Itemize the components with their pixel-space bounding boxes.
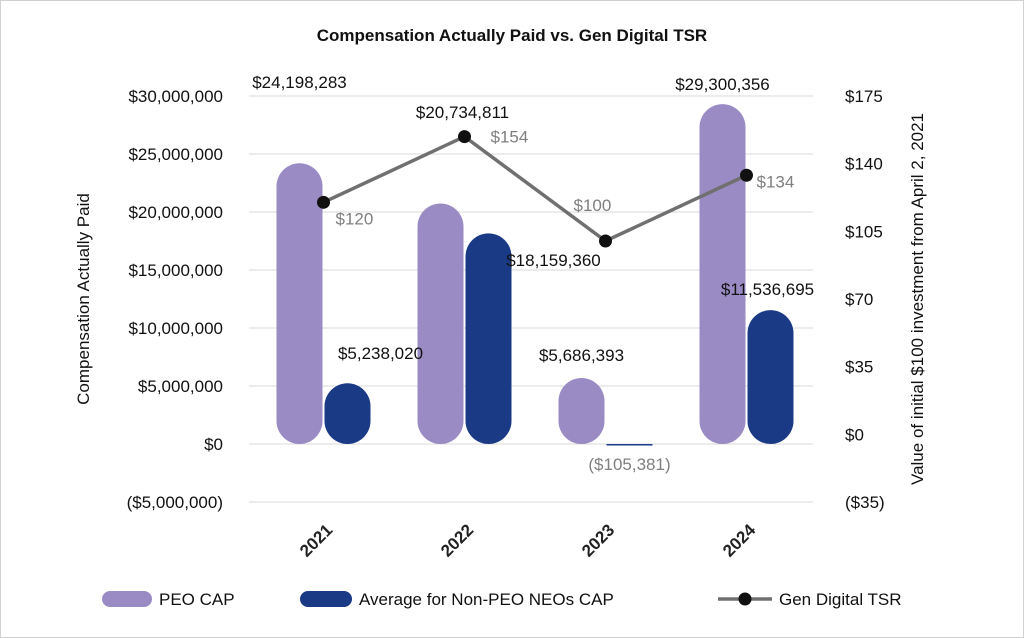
x-tick-label: 2022: [437, 520, 477, 560]
legend-label-peo-cap: PEO CAP: [159, 590, 235, 609]
y-tick-label-right: $35: [845, 358, 873, 377]
bar-peo-cap: [276, 163, 323, 444]
legend-label-non-peo-cap: Average for Non-PEO NEOs CAP: [359, 590, 614, 609]
bar-peo-cap: [699, 104, 746, 444]
y-tick-label-left: $5,000,000: [138, 377, 223, 396]
data-label-tsr: $134: [757, 172, 795, 191]
data-label-non-peo-cap: $5,238,020: [338, 344, 423, 363]
legend-label-tsr: Gen Digital TSR: [779, 590, 902, 609]
legend-swatch-peo-cap: [102, 591, 152, 607]
data-label-peo-cap: $5,686,393: [539, 346, 624, 365]
x-tick-label: 2023: [578, 520, 618, 560]
y-tick-label-left: ($5,000,000): [127, 493, 223, 512]
data-labels: $24,198,283 $20,734,811 $5,686,393 $29,300,…: [252, 73, 814, 474]
data-label-tsr: $154: [491, 128, 529, 147]
y-tick-label-right: $140: [845, 155, 883, 174]
data-label-peo-cap: $24,198,283: [252, 73, 347, 92]
bars: [276, 104, 794, 446]
y-tick-label-left: $0: [204, 435, 223, 454]
bar-peo-cap: [417, 203, 464, 444]
tsr-marker: [599, 234, 612, 248]
right-axis-label: Value of initial $100 investment from Ap…: [908, 113, 927, 485]
data-label-non-peo-cap: $11,536,695: [721, 280, 814, 299]
data-label-non-peo-cap: $18,159,360: [506, 251, 601, 270]
legend-swatch-non-peo-cap: [300, 591, 352, 607]
x-tick-label: 2024: [719, 520, 760, 561]
y-tick-label-left: $20,000,000: [128, 203, 223, 222]
data-label-peo-cap: $29,300,356: [675, 75, 770, 94]
bar-non-peo-cap: [465, 233, 512, 444]
y-tick-label-left: $25,000,000: [128, 145, 223, 164]
x-axis-ticks: 2021 2022 2023 2024: [296, 520, 760, 561]
x-tick-label: 2021: [296, 520, 336, 560]
data-label-peo-cap: $20,734,811: [416, 103, 509, 122]
bar-peo-cap: [558, 378, 605, 444]
tsr-marker: [317, 195, 330, 209]
y-tick-label-left: $15,000,000: [128, 261, 223, 280]
y-tick-label-left: $10,000,000: [128, 319, 223, 338]
bar-non-peo-cap: [324, 383, 371, 444]
y-tick-label-left: $30,000,000: [128, 87, 223, 106]
left-axis-label: Compensation Actually Paid: [74, 193, 93, 405]
data-label-tsr: $100: [574, 196, 612, 215]
legend-swatch-tsr-marker: [738, 592, 752, 606]
y-tick-label-right: ($35): [845, 493, 885, 512]
y-tick-label-right: $70: [845, 290, 873, 309]
tsr-line: [317, 130, 753, 248]
legend: PEO CAP Average for Non-PEO NEOs CAP Gen D…: [102, 590, 902, 609]
data-label-non-peo-cap: ($105,381): [588, 455, 670, 474]
bar-non-peo-cap: [606, 444, 653, 446]
y-tick-label-right: $105: [845, 222, 883, 241]
left-axis-ticks: $30,000,000 $25,000,000 $20,000,000 $15,000…: [127, 87, 223, 512]
right-axis-ticks: $175 $140 $105 $70 $35 $0 ($35): [845, 87, 885, 512]
tsr-line-path: [322, 134, 748, 244]
data-label-tsr: $120: [336, 209, 374, 228]
tsr-marker: [458, 130, 471, 144]
chart-title: Compensation Actually Paid vs. Gen Digit…: [317, 26, 707, 45]
y-tick-label-right: $175: [845, 87, 883, 106]
bar-non-peo-cap: [747, 310, 794, 444]
tsr-marker: [740, 168, 753, 182]
y-tick-label-right: $0: [845, 425, 864, 444]
